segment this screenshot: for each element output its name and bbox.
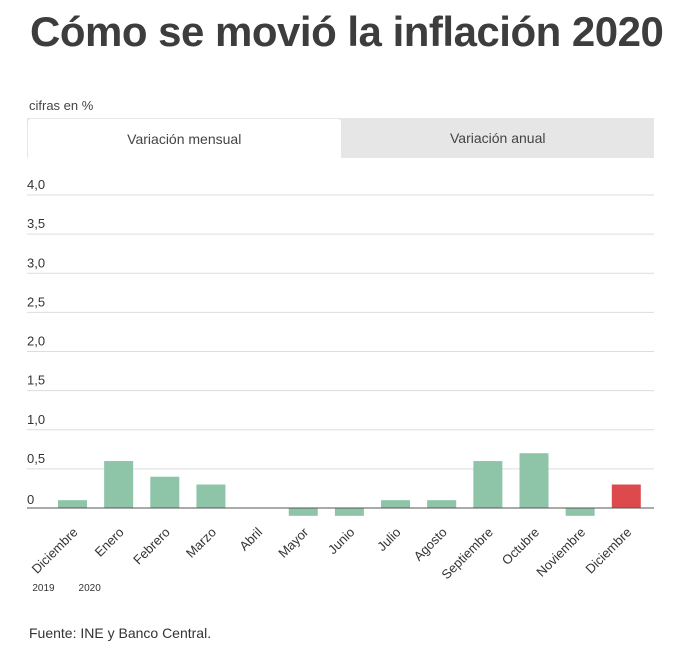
y-tick-label: 0	[27, 492, 34, 507]
y-tick-label: 4,0	[27, 177, 45, 192]
bar	[381, 500, 411, 508]
bar	[334, 508, 364, 516]
bar	[196, 484, 226, 508]
y-tick-label: 0,5	[27, 451, 45, 466]
x-tick-label: Junio	[325, 525, 358, 558]
bar	[58, 500, 87, 508]
bar	[473, 461, 503, 508]
bar	[150, 476, 180, 508]
x-tick-label: Diciembre	[582, 525, 634, 577]
units-label: cifras en %	[29, 98, 94, 113]
x-tick-label: Agosto	[411, 525, 450, 564]
y-tick-label: 3,0	[27, 255, 45, 270]
y-tick-label: 3,5	[27, 216, 45, 231]
x-tick-label: Julio	[374, 525, 404, 555]
x-tick-label: Noviembre	[533, 525, 588, 580]
x-tick-label: Febrero	[130, 525, 173, 568]
y-tick-label: 2,0	[27, 334, 45, 349]
y-tick-label: 1,0	[27, 412, 45, 427]
chart-title: Cómo se movió la inflación 2020	[30, 8, 664, 55]
bar	[288, 508, 318, 516]
x-tick-label: Abril	[236, 524, 265, 553]
year-label: 2020	[79, 583, 102, 594]
bar	[519, 453, 549, 508]
tab-annual-variation[interactable]: Variación anual	[450, 130, 546, 146]
bar	[104, 461, 134, 508]
x-tick-label: Marzo	[183, 525, 219, 561]
x-tick-label: Mayor	[275, 524, 312, 561]
bar-chart: 0 0,5 1,0 1,5 2,0 2,5 3,0 3,5 4,0 Diciembre Enero F…	[27, 177, 654, 594]
year-label: 2019	[32, 583, 55, 594]
y-tick-label: 2,5	[27, 294, 45, 309]
x-tick-label: Enero	[92, 525, 127, 560]
y-tick-label: 1,5	[27, 373, 45, 388]
bar	[565, 508, 595, 516]
bar	[611, 484, 641, 508]
x-tick-label: Diciembre	[29, 525, 81, 577]
source-note: Fuente: INE y Banco Central.	[29, 625, 212, 641]
bar	[427, 500, 457, 508]
tab-bar: Variación mensual Variación anual	[27, 118, 654, 158]
x-tick-label: Octubre	[499, 525, 542, 568]
tab-monthly-variation[interactable]: Variación mensual	[27, 118, 342, 158]
